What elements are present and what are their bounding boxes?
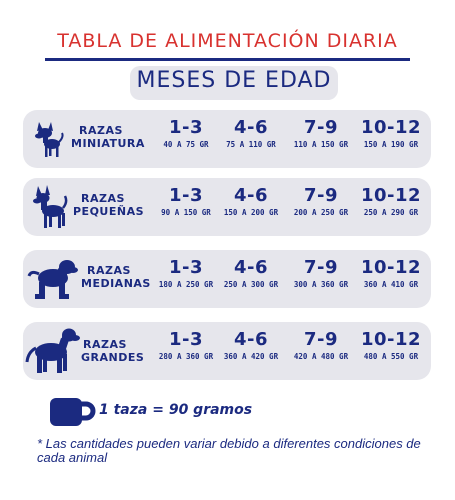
cell-4-6: 4-6 360 A 420 GR [216, 329, 286, 363]
row-label-line1: RAZAS [83, 338, 127, 351]
months-label: 10-12 [360, 185, 422, 206]
months-label: 10-12 [360, 117, 422, 138]
grams-label: 180 A 250 GR [158, 280, 214, 289]
months-label: 4-6 [233, 117, 269, 138]
grams-label: 110 A 150 GR [293, 140, 349, 149]
grams-label: 250 A 290 GR [363, 208, 419, 217]
grams-label: 480 A 550 GR [363, 352, 419, 361]
subtitle: MESES DE EDAD [136, 68, 332, 93]
table-row-miniatura: RAZAS MINIATURA 1-3 40 A 75 GR 4-6 75 A … [23, 110, 431, 168]
row-label-line1: RAZAS [79, 124, 123, 137]
grams-label: 150 A 190 GR [363, 140, 419, 149]
grams-label: 250 A 300 GR [223, 280, 279, 289]
months-label: 1-3 [168, 185, 204, 206]
title-underline [45, 58, 410, 61]
cell-4-6: 4-6 150 A 200 GR [216, 185, 286, 219]
cell-7-9: 7-9 200 A 250 GR [286, 185, 356, 219]
row-label: RAZAS MEDIANAS [81, 264, 151, 290]
cell-1-3: 1-3 40 A 75 GR [151, 117, 221, 151]
grams-label: 150 A 200 GR [223, 208, 279, 217]
cell-10-12: 10-12 250 A 290 GR [356, 185, 426, 219]
row-label-line2: MINIATURA [71, 137, 145, 150]
cell-4-6: 4-6 75 A 110 GR [216, 117, 286, 151]
spaniel-icon [27, 260, 78, 299]
months-label: 4-6 [233, 329, 269, 350]
cell-7-9: 7-9 300 A 360 GR [286, 257, 356, 291]
row-label-line1: RAZAS [81, 192, 125, 205]
grams-label: 300 A 360 GR [293, 280, 349, 289]
months-label: 10-12 [360, 257, 422, 278]
months-label: 1-3 [168, 257, 204, 278]
row-label: RAZAS PEQUEÑAS [73, 192, 144, 218]
cell-4-6: 4-6 250 A 300 GR [216, 257, 286, 291]
table-row-pequenas: RAZAS PEQUEÑAS 1-3 90 A 150 GR 4-6 150 A… [23, 178, 431, 236]
large-dog-icon [25, 328, 80, 373]
cell-7-9: 7-9 420 A 480 GR [286, 329, 356, 363]
table-row-medianas: RAZAS MEDIANAS 1-3 180 A 250 GR 4-6 250 … [23, 250, 431, 308]
grams-label: 40 A 75 GR [163, 140, 209, 149]
grams-label: 75 A 110 GR [226, 140, 276, 149]
cell-7-9: 7-9 110 A 150 GR [286, 117, 356, 151]
months-label: 1-3 [168, 117, 204, 138]
cell-10-12: 10-12 480 A 550 GR [356, 329, 426, 363]
months-label: 4-6 [233, 185, 269, 206]
cell-1-3: 1-3 90 A 150 GR [151, 185, 221, 219]
grams-label: 420 A 480 GR [293, 352, 349, 361]
months-label: 7-9 [303, 117, 339, 138]
row-label: RAZAS MINIATURA [71, 124, 145, 150]
row-label-line2: MEDIANAS [81, 277, 151, 290]
row-label: RAZAS GRANDES [81, 338, 144, 364]
table-row-grandes: RAZAS GRANDES 1-3 280 A 360 GR 4-6 360 A… [23, 322, 431, 380]
months-label: 1-3 [168, 329, 204, 350]
grams-label: 360 A 420 GR [223, 352, 279, 361]
cell-1-3: 1-3 280 A 360 GR [151, 329, 221, 363]
grams-label: 360 A 410 GR [363, 280, 419, 289]
months-label: 4-6 [233, 257, 269, 278]
footnote: * Las cantidades pueden variar debido a … [37, 436, 421, 465]
months-label: 7-9 [303, 329, 339, 350]
months-label: 7-9 [303, 185, 339, 206]
months-label: 10-12 [360, 329, 422, 350]
small-dog-icon [33, 185, 68, 228]
grams-label: 90 A 150 GR [161, 208, 211, 217]
chart-title: TABLA DE ALIMENTACIÓN DIARIA [57, 30, 398, 52]
chihuahua-icon [35, 122, 64, 157]
grams-label: 200 A 250 GR [293, 208, 349, 217]
cup-equivalence: 1 taza = 90 gramos [99, 402, 253, 418]
cup-icon [50, 398, 96, 426]
cell-10-12: 10-12 360 A 410 GR [356, 257, 426, 291]
cell-1-3: 1-3 180 A 250 GR [151, 257, 221, 291]
subtitle-panel [130, 66, 338, 100]
row-label-line2: GRANDES [81, 351, 145, 364]
cell-10-12: 10-12 150 A 190 GR [356, 117, 426, 151]
months-label: 7-9 [303, 257, 339, 278]
row-label-line1: RAZAS [87, 264, 131, 277]
grams-label: 280 A 360 GR [158, 352, 214, 361]
row-label-line2: PEQUEÑAS [73, 205, 145, 218]
